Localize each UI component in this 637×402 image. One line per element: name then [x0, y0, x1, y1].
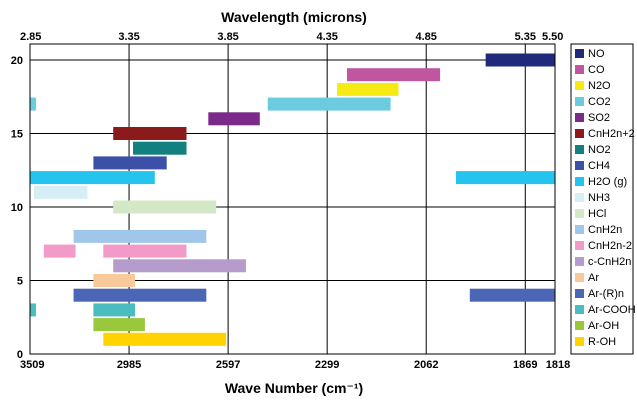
- bottom-tick-label: 1869: [513, 359, 537, 371]
- bar-co: [346, 68, 441, 82]
- legend-swatch: [575, 81, 584, 90]
- top-tick-label: 5.50: [542, 31, 563, 43]
- y-tick-label: 20: [11, 55, 23, 67]
- y-tick-label: 10: [11, 202, 23, 214]
- legend-swatch: [575, 49, 584, 58]
- legend-swatch: [575, 209, 584, 218]
- legend-swatch: [575, 113, 584, 122]
- bar-no: [485, 53, 555, 67]
- legend-label: HCl: [588, 208, 606, 220]
- y-tick-label: 0: [17, 349, 23, 361]
- legend-label: Ar-COOH: [588, 304, 636, 316]
- legend-swatch: [575, 193, 584, 202]
- legend-label: c-CnH2n: [588, 256, 631, 268]
- legend-swatch: [575, 65, 584, 74]
- legend-swatch: [575, 273, 584, 282]
- bottom-tick-label: 3509: [20, 359, 44, 371]
- top-tick-label: 4.85: [416, 31, 437, 43]
- top-tick-label: 5.35: [515, 31, 536, 43]
- bar-so2: [208, 112, 260, 126]
- legend: NO CO N2O CO2 SO2 CnH2n+2 NO2 CH4 H2O (g) NH3 HCl C…: [570, 43, 636, 355]
- legend-swatch: [575, 305, 584, 314]
- legend-label: CnH2n-2: [588, 240, 632, 252]
- bar-ar-r-n: [73, 288, 207, 302]
- legend-swatch: [575, 97, 584, 106]
- top-tick-label: 4.35: [316, 31, 337, 43]
- legend-label: H2O (g): [588, 176, 627, 188]
- bar-cnh2n-2: [113, 127, 187, 140]
- bar-ar-r-n: [469, 288, 555, 302]
- legend-label: R-OH: [588, 336, 616, 348]
- bar-c-cnh2n: [113, 259, 246, 273]
- legend-label: CnH2n+2: [588, 128, 635, 140]
- bar-h2o-g-: [455, 171, 555, 185]
- bottom-tick-label: 2985: [117, 359, 141, 371]
- top-tick-label: 2.85: [20, 31, 41, 43]
- legend-swatch: [575, 161, 584, 170]
- legend-swatch: [575, 225, 584, 234]
- tick-labels: 2.85 3.35 3.85 4.35 4.85 5.35 5.50 3509 2985 2597…: [11, 31, 570, 371]
- bar-ar-oh: [93, 318, 145, 332]
- legend-swatch: [575, 321, 584, 330]
- bottom-tick-label: 2299: [315, 359, 339, 371]
- bottom-tick-label: 2597: [216, 359, 240, 371]
- bottom-tick-label: 2062: [414, 359, 438, 371]
- legend-label: CnH2n: [588, 224, 622, 236]
- bar-nh3: [33, 185, 88, 199]
- legend-swatch: [575, 145, 584, 154]
- legend-swatch: [575, 129, 584, 138]
- legend-label: Ar-OH: [588, 320, 619, 332]
- legend-swatch: [575, 337, 584, 346]
- bars: [30, 53, 555, 346]
- top-axis-title: Wavelength (microns): [221, 9, 367, 25]
- y-tick-label: 15: [11, 129, 23, 141]
- legend-swatch: [575, 289, 584, 298]
- legend-swatch: [575, 177, 584, 186]
- legend-label: CH4: [588, 160, 610, 172]
- bar-r-oh: [103, 332, 227, 346]
- bar-no2: [133, 141, 187, 155]
- legend-label: CO2: [588, 96, 611, 108]
- legend-label: NH3: [588, 192, 610, 204]
- bar-co2: [267, 97, 391, 111]
- legend-label: NO2: [588, 144, 611, 156]
- y-tick-label: 5: [17, 276, 23, 288]
- bar-h2o-g-: [30, 171, 155, 185]
- plot-frame: [29, 43, 556, 355]
- bar-n2o: [337, 82, 399, 96]
- legend-label: Ar-(R)n: [588, 288, 624, 300]
- top-tick-label: 3.35: [118, 31, 139, 43]
- bar-cnh2n-2: [43, 244, 76, 258]
- legend-label: Ar: [588, 272, 599, 284]
- legend-label: CO: [588, 64, 605, 76]
- bar-ar: [93, 274, 135, 287]
- bar-hcl: [113, 200, 217, 214]
- bottom-axis-title: Wave Number (cm⁻¹): [225, 380, 363, 396]
- bar-co2: [30, 97, 36, 111]
- legend-label: NO: [588, 48, 605, 60]
- bar-ch4: [93, 156, 167, 170]
- bottom-tick-label: 1818: [546, 359, 570, 371]
- legend-swatch: [575, 241, 584, 250]
- top-tick-label: 3.85: [217, 31, 238, 43]
- legend-label: N2O: [588, 80, 611, 92]
- bar-ar-cooh: [93, 303, 135, 317]
- legend-label: SO2: [588, 112, 610, 124]
- bar-ar-cooh: [30, 303, 36, 317]
- bar-cnh2n-2: [103, 244, 187, 258]
- legend-swatch: [575, 257, 584, 266]
- bar-cnh2n: [73, 229, 207, 243]
